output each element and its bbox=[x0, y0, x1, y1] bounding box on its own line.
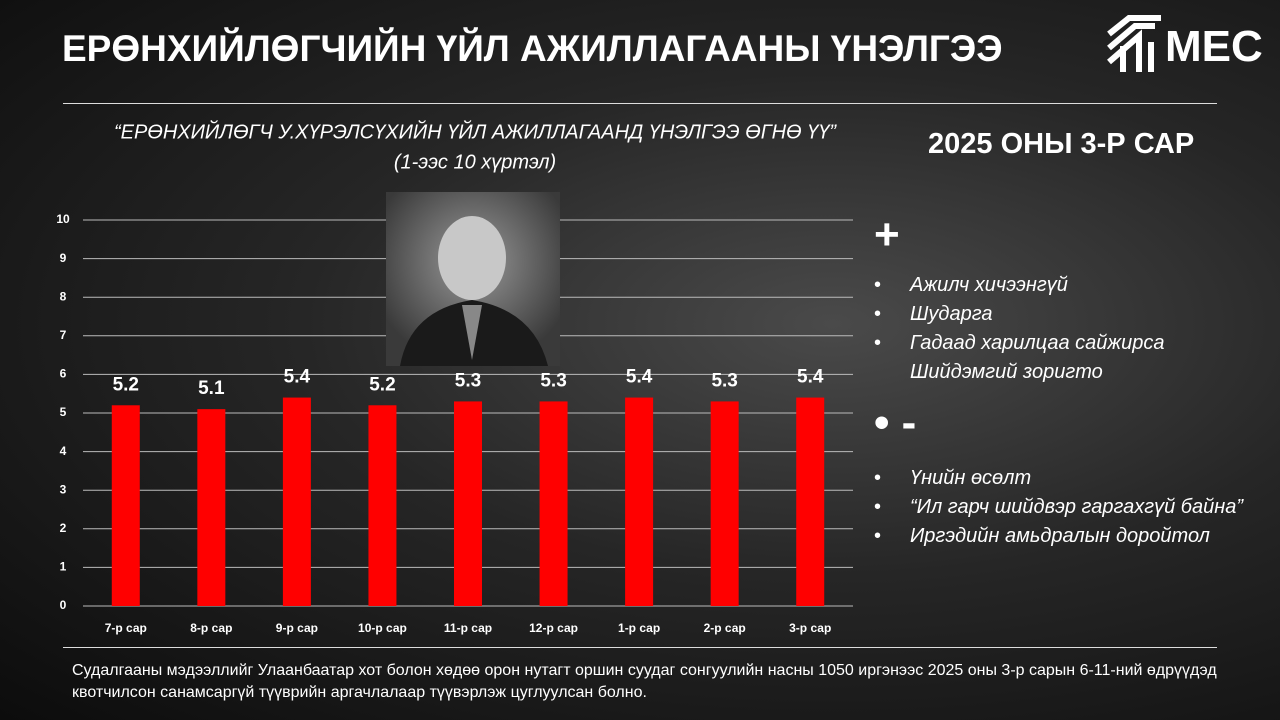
x-tick-label: 8-р сар bbox=[190, 621, 232, 635]
x-tick-label: 10-р сар bbox=[358, 621, 407, 635]
x-tick-label: 1-р сар bbox=[618, 621, 660, 635]
value-label: 5.3 bbox=[455, 370, 481, 391]
list-item: Гадаад харилцаа сайжирса Шийдэмгий зориг… bbox=[874, 329, 1194, 387]
portrait bbox=[386, 192, 560, 366]
chart-title: “ЕРӨНХИЙЛӨГЧ У.ХҮРЭЛСҮХИЙН ҮЙЛ АЖИЛЛАГАА… bbox=[114, 120, 837, 143]
list-item: Ажилч хичээнгүй bbox=[874, 271, 1194, 300]
bar bbox=[796, 397, 825, 606]
bar bbox=[197, 409, 226, 606]
x-tick-label: 9-р сар bbox=[276, 621, 318, 635]
bar bbox=[454, 401, 482, 606]
y-tick-label: 1 bbox=[60, 560, 67, 574]
x-tick-label: 11-р сар bbox=[444, 621, 492, 635]
pros-heading: + bbox=[874, 210, 900, 259]
value-label: 5.4 bbox=[284, 367, 311, 388]
list-item: Шударга bbox=[874, 300, 1194, 329]
value-label: 5.4 bbox=[797, 367, 824, 388]
x-tick-label: 3-р сар bbox=[789, 621, 831, 635]
y-tick-label: 8 bbox=[60, 289, 67, 303]
bar bbox=[625, 397, 654, 606]
y-tick-label: 6 bbox=[60, 367, 67, 381]
y-tick-label: 2 bbox=[60, 521, 67, 535]
bar bbox=[710, 401, 739, 606]
y-tick-label: 10 bbox=[56, 212, 70, 226]
y-tick-label: 9 bbox=[60, 251, 67, 265]
value-label: 5.4 bbox=[626, 367, 653, 388]
list-item: Иргэдийн амьдралын доройтол bbox=[874, 522, 1244, 551]
x-tick-label: 12-р сар bbox=[529, 621, 578, 635]
list-item: “Ил гарч шийдвэр гаргахгүй байна” bbox=[874, 493, 1244, 522]
y-tick-label: 5 bbox=[60, 405, 67, 419]
y-tick-label: 4 bbox=[60, 444, 67, 458]
bar bbox=[539, 401, 568, 606]
value-label: 5.2 bbox=[369, 374, 395, 395]
footer-note: Судалгааны мэдээллийг Улаанбаатар хот бо… bbox=[72, 662, 1217, 701]
value-label: 5.1 bbox=[198, 378, 225, 399]
cons-heading: • - bbox=[874, 398, 917, 447]
divider bbox=[63, 103, 1217, 104]
pros-list: Ажилч хичээнгүйШударгаГадаад харилцаа са… bbox=[874, 271, 1194, 387]
value-label: 5.3 bbox=[711, 370, 737, 391]
logo-text: MEC bbox=[1165, 22, 1263, 71]
logo-icon bbox=[1105, 14, 1165, 76]
y-tick-label: 3 bbox=[60, 482, 67, 496]
y-tick-label: 0 bbox=[60, 598, 67, 612]
value-label: 5.3 bbox=[540, 370, 566, 391]
x-tick-label: 2-р сар bbox=[704, 621, 746, 635]
bar bbox=[368, 405, 397, 606]
bar bbox=[111, 405, 140, 606]
value-label: 5.2 bbox=[113, 374, 139, 395]
x-tick-label: 7-р сар bbox=[105, 621, 147, 635]
y-tick-label: 7 bbox=[60, 328, 67, 342]
divider bbox=[63, 647, 1217, 648]
chart-subtitle: (1-ээс 10 хүртэл) bbox=[394, 151, 556, 173]
bar bbox=[282, 397, 311, 606]
list-item: Үнийн өсөлт bbox=[874, 464, 1244, 493]
period: 2025 ОНЫ 3-Р САР bbox=[928, 128, 1195, 160]
cons-heading-text: - bbox=[901, 398, 917, 447]
cons-list: Үнийн өсөлт“Ил гарч шийдвэр гаргахгүй ба… bbox=[874, 464, 1244, 551]
page-title: ЕРӨНХИЙЛӨГЧИЙН ҮЙЛ АЖИЛЛАГААНЫ ҮНЭЛГЭЭ bbox=[62, 28, 1003, 69]
